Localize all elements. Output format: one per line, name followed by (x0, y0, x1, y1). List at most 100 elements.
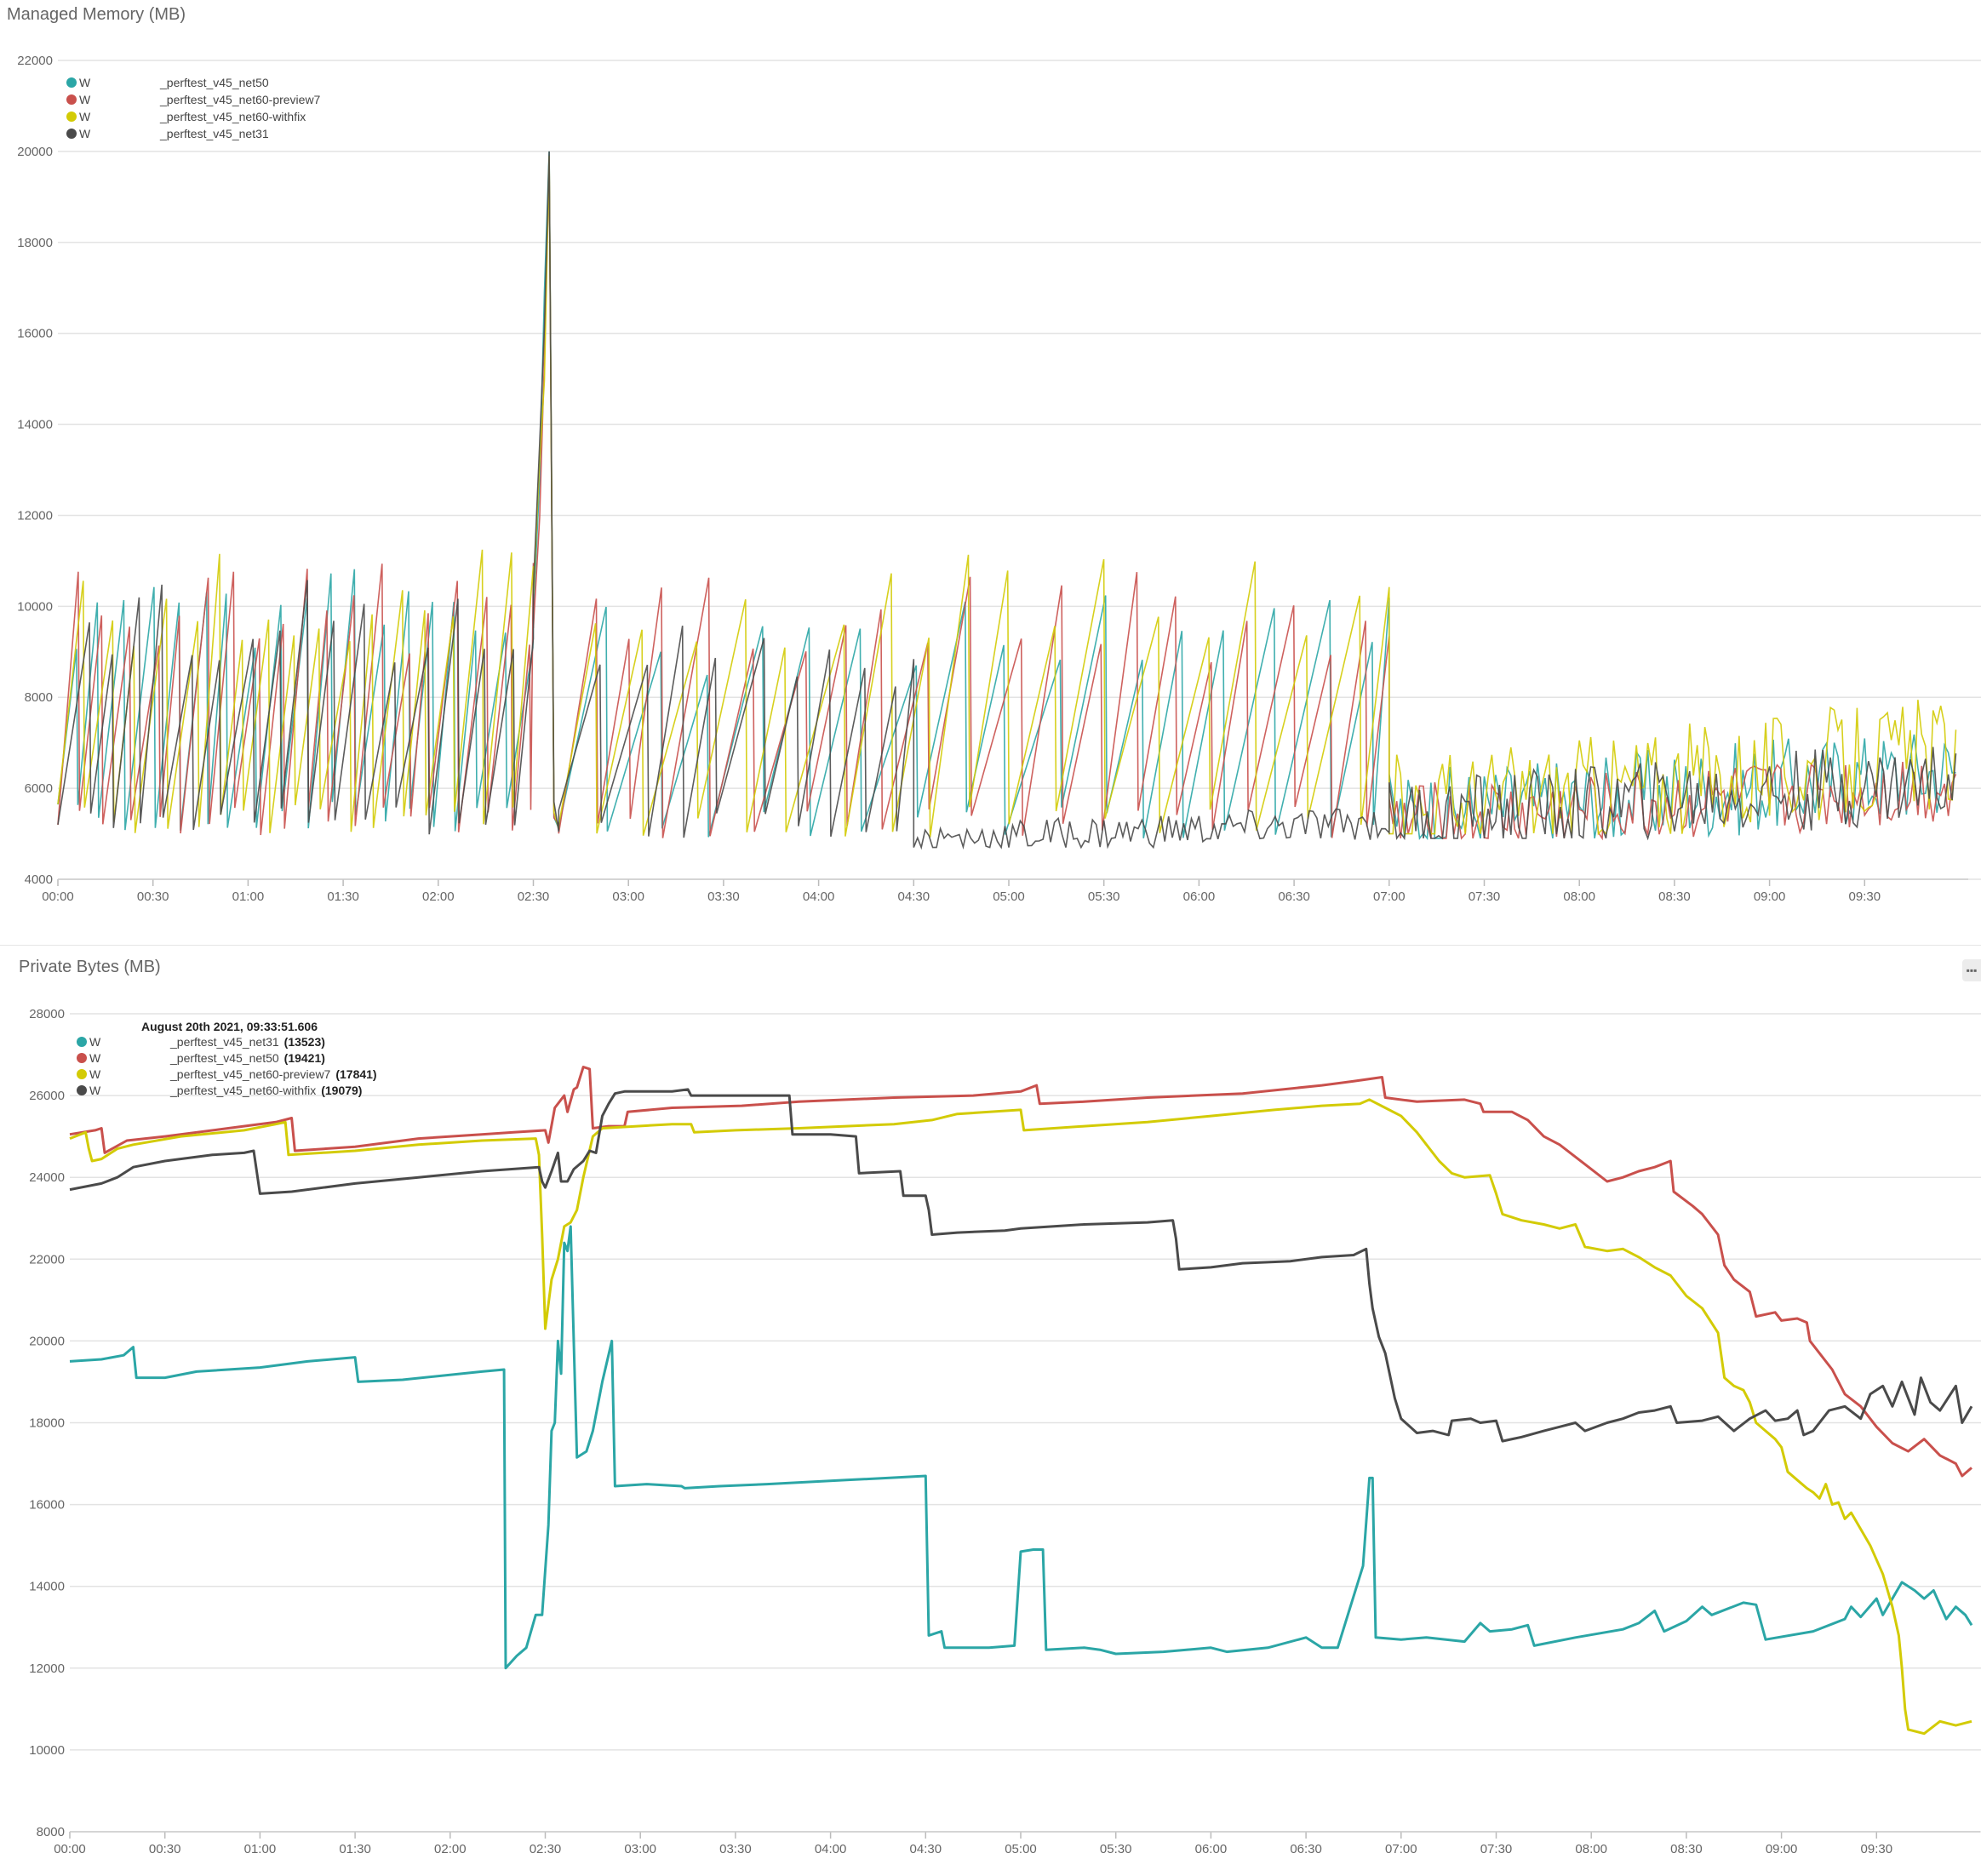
x-tick-label: 00:00 (42, 889, 74, 904)
panel-title: Private Bytes (MB) (19, 958, 161, 976)
x-tick-label: 00:30 (137, 889, 169, 904)
y-tick-label: 16000 (29, 1498, 65, 1513)
legend-swatch[interactable] (66, 94, 77, 105)
x-tick-label: 05:30 (1100, 1842, 1132, 1856)
x-tick-label: 03:30 (707, 889, 740, 904)
x-tick-label: 03:30 (719, 1842, 752, 1856)
y-tick-label: 20000 (29, 1334, 65, 1348)
x-tick-label: 03:00 (612, 889, 644, 904)
legend-label[interactable]: _perftest_v45_net31 (169, 1035, 279, 1049)
y-tick-label: 20000 (17, 145, 53, 159)
x-tick-label: 02:00 (422, 889, 455, 904)
series-line-perftest_v45_net60-preview7[interactable] (57, 160, 1957, 841)
x-tick-label: 01:00 (244, 1842, 277, 1856)
x-tick-label: 04:00 (803, 889, 835, 904)
legend-label[interactable]: _perftest_v45_net60-preview7 (159, 93, 321, 106)
legend-value: (17841) (335, 1067, 376, 1081)
x-tick-label: 06:30 (1278, 889, 1310, 904)
series-line-perftest_v45_net60-withfix[interactable] (69, 1088, 1973, 1443)
y-tick-label: 10000 (29, 1743, 65, 1758)
y-tick-label: 6000 (25, 781, 53, 796)
legend-swatch[interactable] (66, 112, 77, 122)
y-tick-label: 16000 (17, 327, 53, 341)
y-tick-label: 24000 (29, 1170, 65, 1185)
x-tick-label: 05:30 (1088, 889, 1120, 904)
legend-background (58, 72, 407, 149)
x-tick-label: 02:30 (518, 889, 550, 904)
series-line-perftest_v45_net60-withfix[interactable] (57, 156, 1957, 838)
y-tick-label: 10000 (17, 599, 53, 614)
x-tick-label: 08:30 (1670, 1842, 1703, 1856)
y-tick-label: 22000 (17, 54, 53, 68)
y-tick-label: 22000 (29, 1252, 65, 1267)
x-tick-label: 02:30 (530, 1842, 562, 1856)
legend-prefix: W (89, 1051, 101, 1065)
legend-swatch[interactable] (77, 1037, 87, 1047)
x-tick-label: 09:30 (1861, 1842, 1893, 1856)
legend-value: (19079) (321, 1084, 362, 1097)
x-tick-label: 07:00 (1385, 1842, 1417, 1856)
series-line-perftest_v45_net50[interactable] (69, 1066, 1972, 1478)
legend-label[interactable]: _perftest_v45_net60-preview7 (169, 1067, 331, 1081)
x-tick-label: 06:00 (1183, 889, 1216, 904)
y-tick-label: 12000 (17, 508, 53, 523)
x-tick-label: 09:00 (1766, 1842, 1798, 1856)
x-tick-label: 04:00 (815, 1842, 847, 1856)
legend-label[interactable]: _perftest_v45_net50 (159, 76, 269, 89)
y-tick-label: 28000 (29, 1007, 65, 1021)
x-tick-label: 01:00 (232, 889, 265, 904)
x-tick-label: 01:30 (339, 1842, 371, 1856)
x-tick-label: 05:00 (1005, 1842, 1037, 1856)
x-tick-label: 09:00 (1754, 889, 1786, 904)
series-line-perftest_v45_net31[interactable] (57, 151, 1957, 850)
x-tick-label: 07:30 (1480, 1842, 1513, 1856)
x-tick-label: 07:00 (1373, 889, 1406, 904)
legend-value: (19421) (284, 1051, 325, 1065)
panel-title: Managed Memory (MB) (7, 5, 186, 24)
y-tick-label: 14000 (29, 1580, 65, 1594)
y-tick-label: 14000 (17, 418, 53, 432)
legend-swatch[interactable] (77, 1053, 87, 1063)
tooltip-header: August 20th 2021, 09:33:51.606 (141, 1020, 318, 1033)
legend-swatch[interactable] (77, 1085, 87, 1095)
x-tick-label: 07:30 (1469, 889, 1501, 904)
legend-swatch[interactable] (66, 129, 77, 139)
legend-prefix: W (89, 1067, 101, 1081)
x-tick-label: 09:30 (1849, 889, 1881, 904)
x-tick-label: 00:00 (54, 1842, 86, 1856)
x-tick-label: 02:00 (434, 1842, 467, 1856)
managed-memory-chart[interactable]: 4000 6000 8000 10000 12000 14000 16000 18000 200… (0, 0, 1981, 928)
x-tick-label: 06:30 (1290, 1842, 1322, 1856)
x-tick-label: 00:30 (149, 1842, 181, 1856)
legend-label[interactable]: _perftest_v45_net60-withfix (159, 110, 306, 123)
private-bytes-chart[interactable]: 8000 10000 12000 14000 16000 18000 20000 22000 2… (0, 946, 1981, 1876)
legend-label[interactable]: _perftest_v45_net31 (159, 127, 269, 140)
y-tick-label: 18000 (17, 236, 53, 250)
x-tick-label: 05:00 (993, 889, 1025, 904)
y-tick-label: 8000 (25, 690, 53, 705)
legend-prefix: W (79, 76, 91, 89)
x-tick-label: 08:00 (1575, 1842, 1607, 1856)
series-line-perftest_v45_net60-preview7[interactable] (69, 1098, 1972, 1736)
y-tick-label: 8000 (37, 1825, 65, 1839)
legend-prefix: W (79, 93, 91, 106)
menu-icon[interactable]: ▪▪▪ (1962, 959, 1981, 981)
series-line-perftest_v45_net31[interactable] (69, 1225, 1973, 1670)
x-tick-label: 04:30 (910, 1842, 942, 1856)
x-tick-label: 06:00 (1195, 1842, 1228, 1856)
legend-label[interactable]: _perftest_v45_net60-withfix (169, 1084, 316, 1097)
x-tick-label: 08:00 (1563, 889, 1595, 904)
legend-label[interactable]: _perftest_v45_net50 (169, 1051, 279, 1065)
y-tick-label: 4000 (25, 872, 53, 887)
y-tick-label: 18000 (29, 1416, 65, 1431)
y-tick-label: 12000 (29, 1662, 65, 1676)
legend-value: (13523) (284, 1035, 325, 1049)
x-tick-label: 01:30 (327, 889, 359, 904)
legend-prefix: W (79, 110, 91, 123)
legend-swatch[interactable] (77, 1069, 87, 1079)
series-line-perftest_v45_net50[interactable] (57, 151, 1956, 841)
legend-prefix: W (79, 127, 91, 140)
managed-memory-panel: Managed Memory (MB) 4000 6000 8000 10000 120… (0, 0, 1981, 928)
legend-swatch[interactable] (66, 77, 77, 88)
y-tick-label: 26000 (29, 1089, 65, 1103)
